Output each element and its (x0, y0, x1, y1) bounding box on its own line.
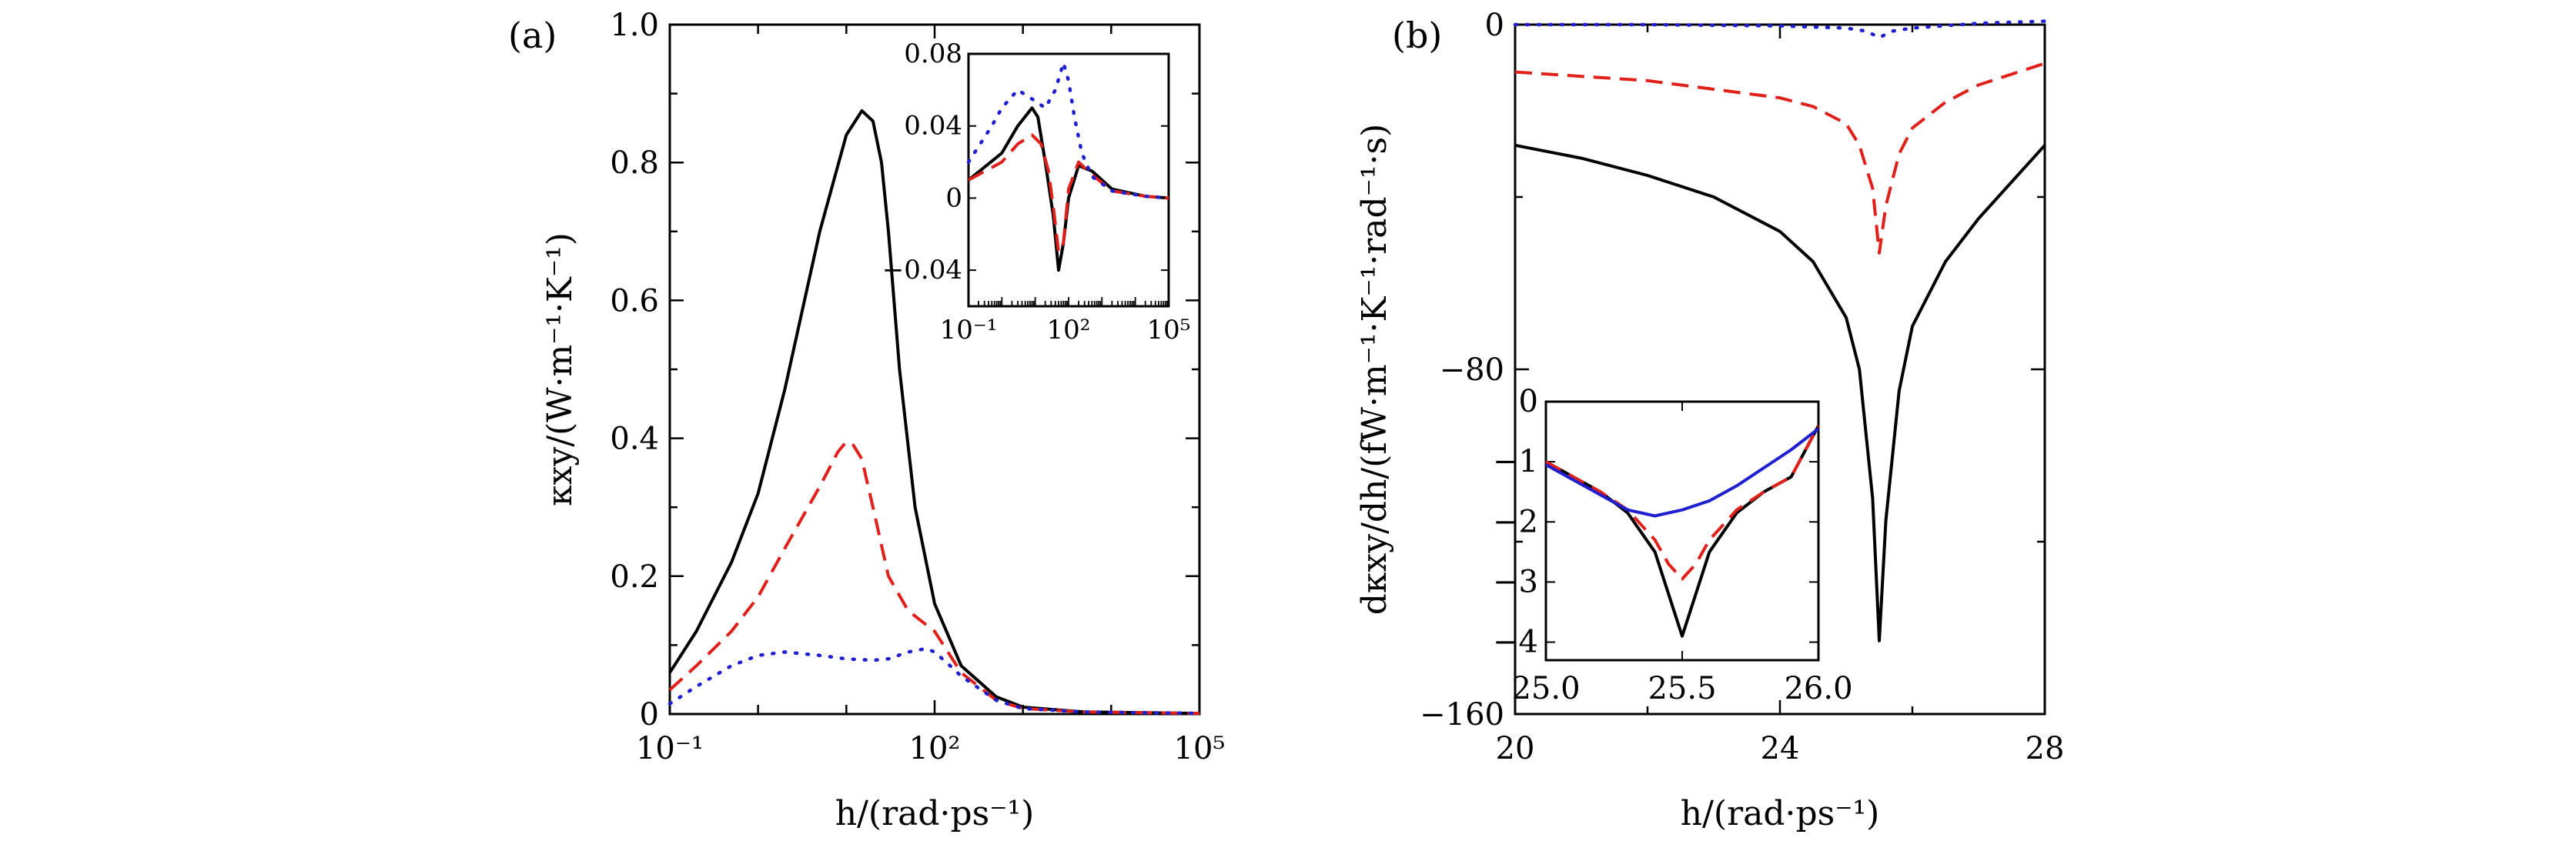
panel-a-xlabel: h/(rad·ps⁻¹) (835, 794, 1035, 833)
ai-ytick-label-2: 0.04 (904, 111, 962, 142)
b-series-dotted-2 (1513, 19, 2047, 40)
panel-a-inset-frame (967, 52, 1170, 308)
a-series-dashed-1 (668, 440, 1200, 716)
bi-xtick-label-2: 26.0 (1784, 671, 1852, 706)
panel-a-label: (a) (508, 15, 557, 56)
panel-b-ylabel: dκxy/dh/(fW·m⁻¹·K⁻¹·rad⁻¹·s) (1355, 124, 1394, 615)
bi-xtick-label-0: 25.0 (1511, 671, 1580, 706)
a-ytick-label-3: 0.6 (610, 283, 659, 319)
b-ytick-label-0: 0 (1485, 8, 1504, 43)
b-xtick-label-0: 20 (1496, 731, 1535, 766)
b-series-solid-0 (1514, 143, 2046, 642)
b-ytick-label-1: −80 (1440, 352, 1504, 388)
panel-b-series (1513, 19, 2047, 642)
b-ytick-label-2: −160 (1420, 697, 1504, 733)
bi-xtick-label-1: 25.5 (1648, 671, 1716, 706)
bi-ytick-label-1: −1 (1493, 444, 1538, 479)
a-xtick-label-0: 10⁻¹ (636, 731, 704, 766)
panel-a-ylabel: κxy/(W·m⁻¹·K⁻¹) (540, 232, 580, 506)
ai-ytick-label-3: 0.08 (904, 38, 962, 69)
a-series-solid-0 (668, 109, 1200, 716)
a-ytick-label-1: 0.2 (610, 559, 659, 595)
a-ytick-label-0: 0 (640, 697, 659, 733)
ai-series-dotted-2 (966, 61, 1171, 200)
panel-b-label: (b) (1392, 15, 1442, 56)
a-ytick-label-4: 0.8 (610, 145, 659, 181)
bi-series-dashed-1 (1545, 425, 1820, 581)
bi-ytick-label-2: −2 (1493, 504, 1538, 539)
panel-b-xlabel: h/(rad·ps⁻¹) (1681, 794, 1880, 833)
bi-ytick-label-4: −4 (1493, 625, 1538, 660)
a-xtick-label-2: 10⁵ (1174, 731, 1226, 766)
a-xtick-label-1: 10² (909, 731, 961, 766)
panel-a-inset: −0.04 0 0.04 0.08 10⁻¹ 10² 10⁵ (882, 38, 1191, 345)
panel-b-inset-series (1545, 425, 1820, 638)
panel-a-series (667, 109, 1202, 716)
panel-a: (a) 0 0.2 0.4 0.6 0.8 1.0 10⁻¹ 10² 10⁵ h/(rad·ps… (508, 8, 1225, 833)
b-series-dashed-1 (1514, 62, 2046, 255)
panel-a-inset-axes: −0.04 0 0.04 0.08 10⁻¹ 10² 10⁵ (882, 38, 1191, 345)
panel-b-inset-frame (1544, 400, 1820, 662)
a-ytick-label-5: 1.0 (610, 8, 659, 43)
b-xtick-label-1: 24 (1761, 731, 1800, 766)
a-ytick-label-2: 0.4 (610, 422, 659, 457)
ai-xtick-label-2: 10⁵ (1147, 315, 1191, 345)
panel-a-inset-series (966, 61, 1171, 272)
a-series-dotted-2 (667, 646, 1202, 716)
bi-series-solid-blue-2 (1545, 427, 1820, 518)
panel-b-inset-axes: 0 −1 −2 −3 −4 25.0 25.5 26.0 (1493, 384, 1853, 706)
ai-ytick-label-1: 0 (945, 182, 962, 213)
panel-b-inset: 0 −1 −2 −3 −4 25.0 25.5 26.0 (1493, 384, 1853, 706)
ai-ytick-label-0: −0.04 (882, 255, 962, 285)
bi-ytick-label-0: 0 (1519, 384, 1538, 419)
ai-xtick-label-0: 10⁻¹ (940, 315, 998, 345)
panel-a-axes: 0 0.2 0.4 0.6 0.8 1.0 10⁻¹ 10² 10⁵ (610, 8, 1225, 766)
bi-ytick-label-3: −3 (1493, 564, 1538, 599)
b-xtick-label-2: 28 (2026, 731, 2065, 766)
ai-series-solid-0 (967, 106, 1169, 272)
ai-xtick-label-1: 10² (1047, 315, 1091, 345)
